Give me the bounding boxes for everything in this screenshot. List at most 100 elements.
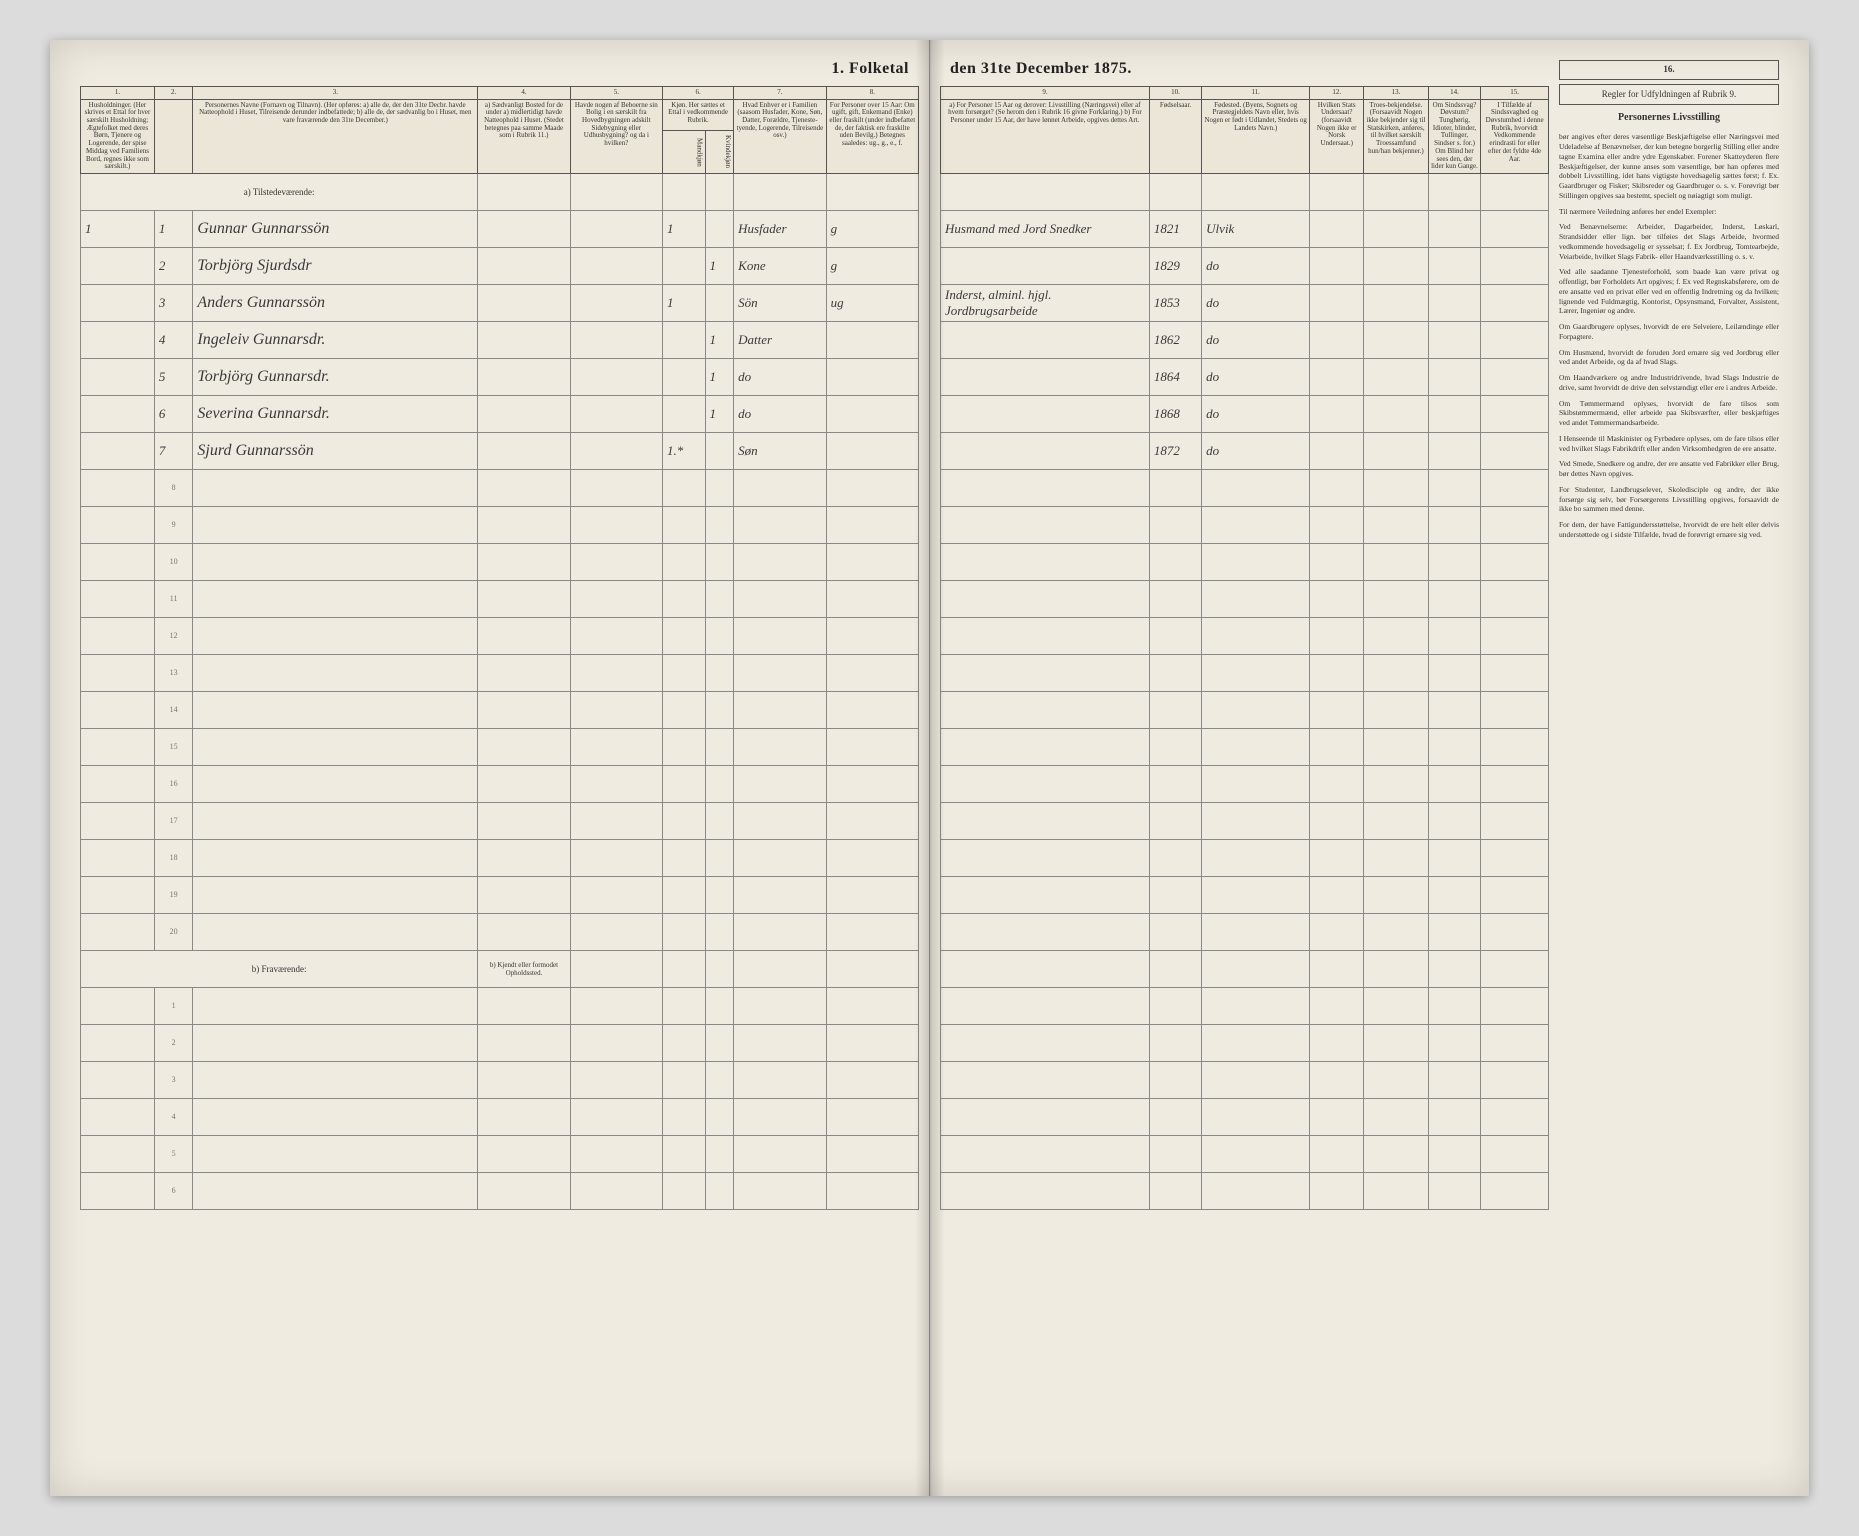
col-header-9: 9.	[941, 87, 1150, 100]
cell-relation: Husfader	[734, 210, 826, 247]
header-religion: Troes-bekjendelse. (Forsaavidt Nogen ikk…	[1364, 99, 1429, 173]
table-row: 1 1 Gunnar Gunnarssön 1 Husfader g	[81, 210, 919, 247]
cell-status: g	[826, 247, 918, 284]
table-row-empty	[941, 654, 1549, 691]
cell-name: Gunnar Gunnarssön	[193, 210, 478, 247]
table-row-empty	[941, 802, 1549, 839]
table-row: 1829 do	[941, 247, 1549, 284]
cell-building	[570, 395, 662, 432]
cell-building	[570, 432, 662, 469]
table-row: Husmand med Jord Snedker 1821 Ulvik	[941, 210, 1549, 247]
cell-household	[81, 284, 155, 321]
header-disability-age: I Tilfælde af Sindssvaghed og Døvstumhed…	[1481, 99, 1549, 173]
cell-disability-age	[1481, 247, 1549, 284]
cell-birthplace: Ulvik	[1202, 210, 1310, 247]
header-citizenship: Hvilken Stats Undersaat? (forsaavidt Nog…	[1310, 99, 1364, 173]
cell-status	[826, 432, 918, 469]
cell-relation: Sön	[734, 284, 826, 321]
col-header-2: 2.	[154, 87, 192, 100]
cell-occupation	[941, 358, 1150, 395]
col-header-13: 13.	[1364, 87, 1429, 100]
header-names: Personernes Navne (Fornavn og Tilnavn). …	[193, 99, 478, 173]
col-header-10: 10.	[1149, 87, 1201, 100]
cell-female: 1	[705, 358, 734, 395]
cell-citizenship	[1310, 321, 1364, 358]
cell-residence	[478, 395, 570, 432]
cell-disability	[1428, 432, 1481, 469]
cell-occupation: Husmand med Jord Snedker	[941, 210, 1150, 247]
cell-religion	[1364, 321, 1429, 358]
cell-rownum: 6	[154, 395, 192, 432]
col-header-3: 3.	[193, 87, 478, 100]
cell-occupation	[941, 432, 1150, 469]
instruction-p11: For Studenter, Landbrugselever, Skoledis…	[1559, 485, 1779, 514]
table-row-empty: 11	[81, 580, 919, 617]
table-row: 5 Torbjörg Gunnarsdr. 1 do	[81, 358, 919, 395]
cell-status: ug	[826, 284, 918, 321]
col-header-6: 6.	[663, 87, 734, 100]
cell-religion	[1364, 247, 1429, 284]
header-rownum	[154, 99, 192, 173]
col-header-11: 11.	[1202, 87, 1310, 100]
cell-building	[570, 210, 662, 247]
col-header-16: 16.	[1559, 60, 1779, 80]
instruction-p6: Om Husmænd, hvorvidt de foruden Jord ern…	[1559, 348, 1779, 368]
cell-occupation	[941, 321, 1150, 358]
table-row: 1862 do	[941, 321, 1549, 358]
cell-birthplace: do	[1202, 321, 1310, 358]
cell-building	[570, 284, 662, 321]
table-row-empty	[941, 506, 1549, 543]
cell-disability	[1428, 284, 1481, 321]
cell-religion	[1364, 284, 1429, 321]
cell-religion	[1364, 358, 1429, 395]
cell-name: Severina Gunnarsdr.	[193, 395, 478, 432]
instruction-p7: Om Haandværkere og andre Industridrivend…	[1559, 373, 1779, 393]
cell-building	[570, 247, 662, 284]
cell-male	[663, 247, 706, 284]
cell-female: 1	[705, 247, 734, 284]
cell-household: 1	[81, 210, 155, 247]
cell-female	[705, 432, 734, 469]
cell-rownum: 5	[154, 358, 192, 395]
cell-religion	[1364, 395, 1429, 432]
cell-occupation	[941, 395, 1150, 432]
table-row-empty: 6	[81, 1172, 919, 1209]
table-row-empty	[941, 580, 1549, 617]
col-header-15: 15.	[1481, 87, 1549, 100]
cell-citizenship	[1310, 284, 1364, 321]
instruction-p4: Ved alle saadanne Tjenesteforhold, som b…	[1559, 267, 1779, 316]
cell-occupation	[941, 247, 1150, 284]
cell-disability-age	[1481, 284, 1549, 321]
cell-citizenship	[1310, 358, 1364, 395]
cell-occupation: Inderst, alminl. hjgl. Jordbrugsarbeide	[941, 284, 1150, 321]
cell-citizenship	[1310, 395, 1364, 432]
table-row-empty: 20	[81, 913, 919, 950]
header-marital: For Personer over 15 Aar: Om ugift, gift…	[826, 99, 918, 173]
table-row-empty	[941, 469, 1549, 506]
cell-relation: Kone	[734, 247, 826, 284]
page-title-right: den 31te December 1875.	[940, 60, 1549, 78]
table-row-empty: 14	[81, 691, 919, 728]
table-row-empty: 15	[81, 728, 919, 765]
table-row: 3 Anders Gunnarssön 1 Sön ug	[81, 284, 919, 321]
cell-status	[826, 395, 918, 432]
cell-name: Anders Gunnarssön	[193, 284, 478, 321]
header-residence: a) Sædvanligt Bosted for de under a) mid…	[478, 99, 570, 173]
cell-household	[81, 358, 155, 395]
cell-disability-age	[1481, 358, 1549, 395]
cell-male: 1	[663, 210, 706, 247]
cell-birthplace: do	[1202, 432, 1310, 469]
cell-residence	[478, 321, 570, 358]
cell-household	[81, 321, 155, 358]
table-row-empty	[941, 987, 1549, 1024]
table-row: 4 Ingeleiv Gunnarsdr. 1 Datter	[81, 321, 919, 358]
header-female: Kvindekjøn	[705, 131, 734, 174]
cell-male	[663, 358, 706, 395]
cell-relation: do	[734, 358, 826, 395]
table-row-empty: 5	[81, 1135, 919, 1172]
instructions-title: Personernes Livsstilling	[1559, 111, 1779, 124]
cell-male: 1.*	[663, 432, 706, 469]
table-row: Inderst, alminl. hjgl. Jordbrugsarbeide …	[941, 284, 1549, 321]
cell-disability	[1428, 395, 1481, 432]
cell-female: 1	[705, 321, 734, 358]
